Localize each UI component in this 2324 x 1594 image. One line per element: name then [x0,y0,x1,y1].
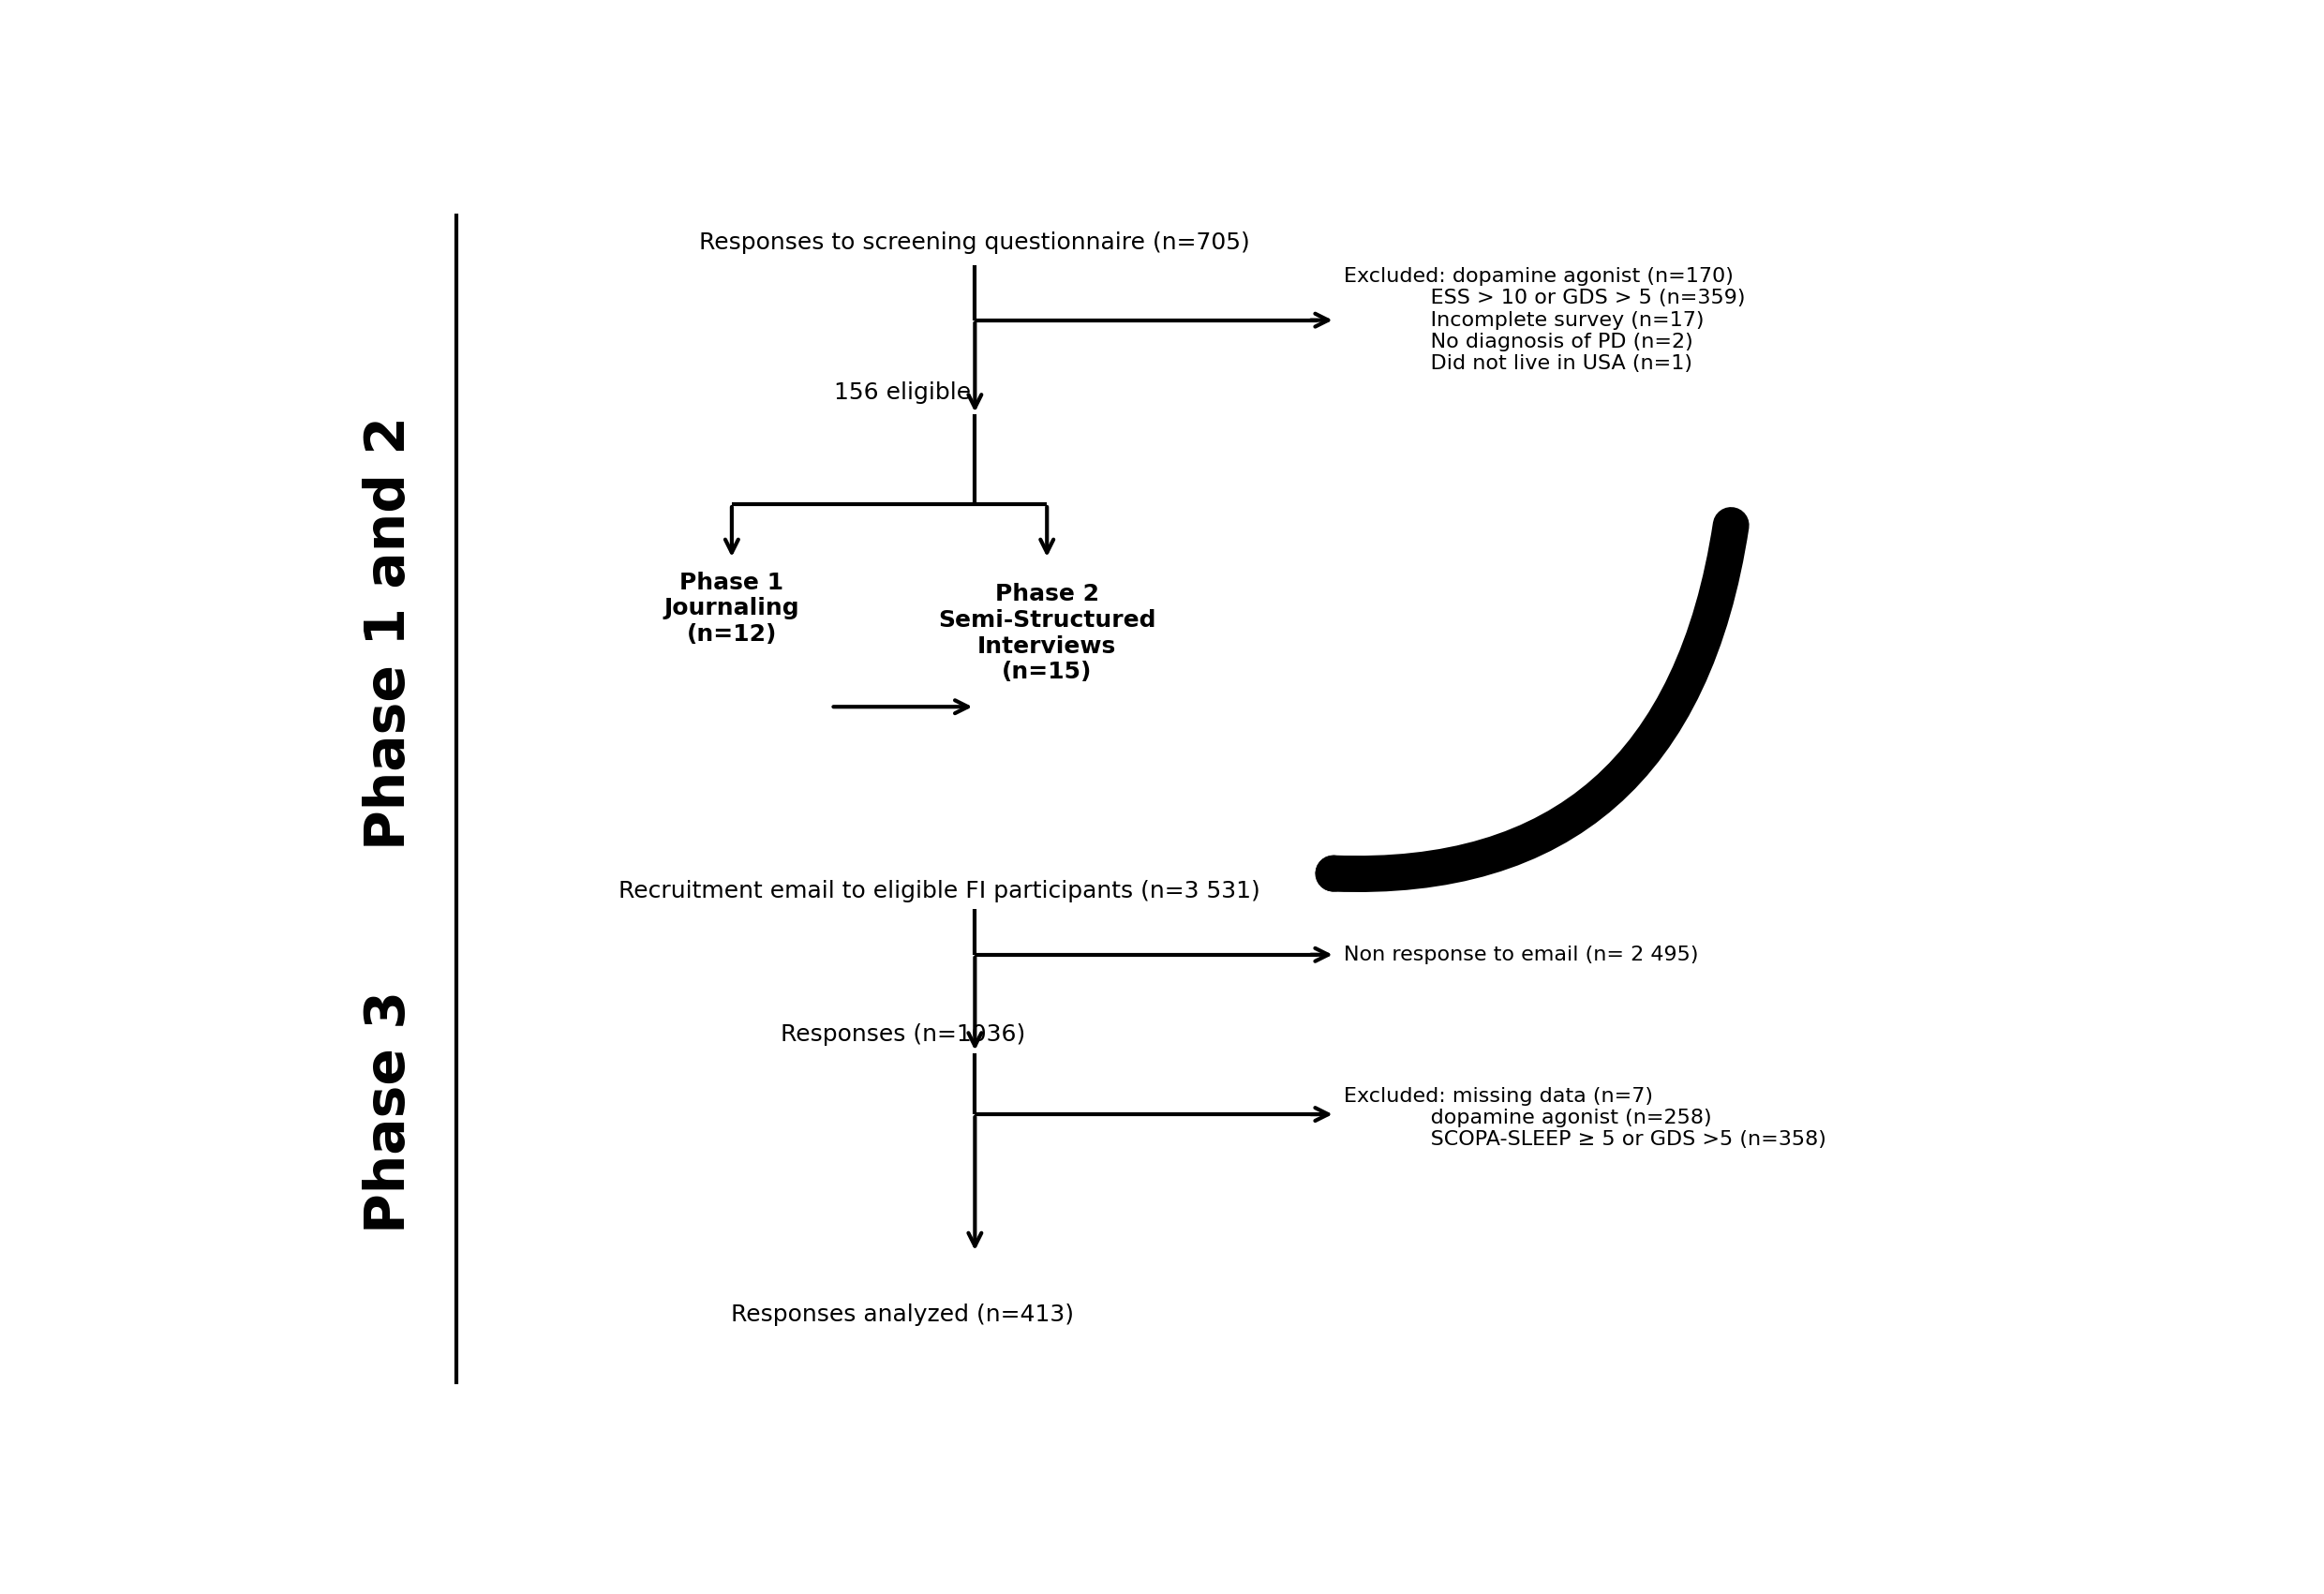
Text: Responses (n=1036): Responses (n=1036) [781,1023,1025,1046]
Text: Phase 2
Semi-Structured
Interviews
(n=15): Phase 2 Semi-Structured Interviews (n=15… [939,583,1155,684]
Text: Non response to email (n= 2 495): Non response to email (n= 2 495) [1343,945,1699,964]
Text: 156 eligible: 156 eligible [834,381,971,403]
Text: Excluded: missing data (n=7)
             dopamine agonist (n=258)
             : Excluded: missing data (n=7) dopamine ag… [1343,1087,1827,1149]
Text: Phase 1
Journaling
(n=12): Phase 1 Journaling (n=12) [665,571,799,646]
FancyArrowPatch shape [1334,526,1731,874]
Text: Excluded: dopamine agonist (n=170)
             ESS > 10 or GDS > 5 (n=359)
    : Excluded: dopamine agonist (n=170) ESS >… [1343,268,1745,373]
Text: Phase 1 and 2: Phase 1 and 2 [363,416,416,850]
Text: Recruitment email to eligible FI participants (n=3 531): Recruitment email to eligible FI partici… [618,880,1260,902]
Text: Responses to screening questionnaire (n=705): Responses to screening questionnaire (n=… [700,231,1250,253]
Text: Phase 3: Phase 3 [363,990,416,1234]
Text: Responses analyzed (n=413): Responses analyzed (n=413) [732,1302,1074,1326]
